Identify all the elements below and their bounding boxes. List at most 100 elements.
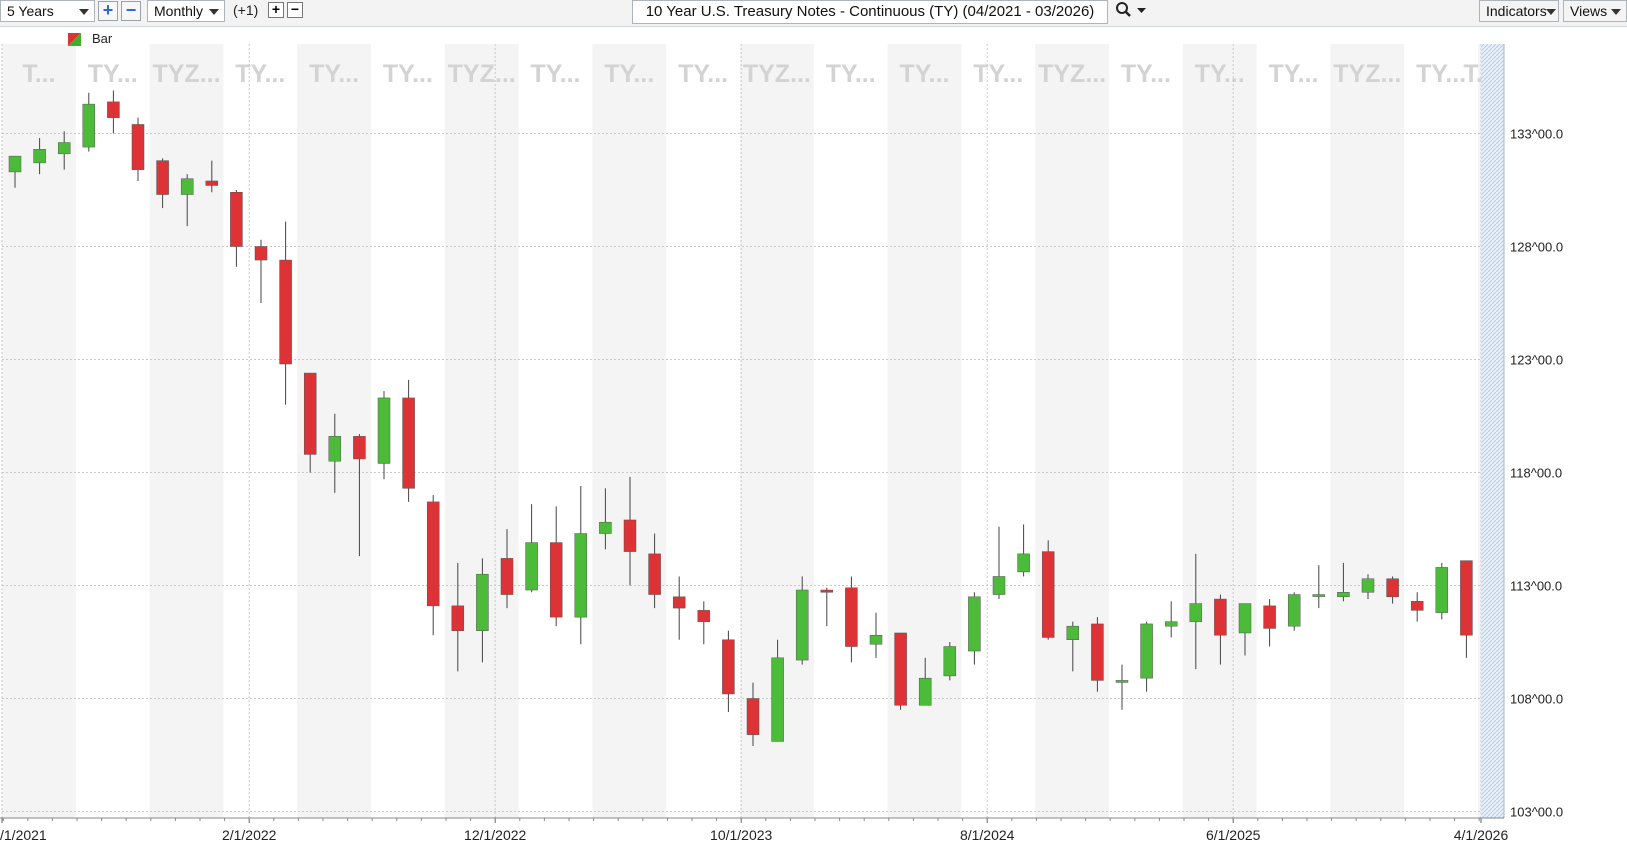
candle[interactable] bbox=[402, 379, 415, 502]
candle[interactable] bbox=[845, 576, 858, 663]
candle[interactable] bbox=[1386, 576, 1399, 604]
candle[interactable] bbox=[82, 92, 96, 152]
candle[interactable] bbox=[894, 632, 907, 710]
offset-minus-button[interactable]: − bbox=[287, 2, 303, 18]
candle[interactable] bbox=[574, 486, 588, 645]
candle[interactable] bbox=[451, 562, 465, 672]
candle[interactable] bbox=[500, 529, 514, 609]
candle-body-down bbox=[156, 160, 169, 195]
chevron-down-icon bbox=[1546, 9, 1556, 15]
magnifier-icon bbox=[1116, 2, 1146, 17]
chevron-down-icon bbox=[209, 9, 219, 15]
candle-body-up bbox=[918, 677, 932, 706]
candle[interactable] bbox=[1091, 617, 1104, 692]
bar-style-swatch-icon bbox=[68, 33, 81, 46]
candle[interactable] bbox=[131, 117, 145, 181]
interval-select[interactable]: Monthly bbox=[147, 0, 225, 22]
candle[interactable] bbox=[722, 630, 735, 713]
candle[interactable] bbox=[1263, 599, 1276, 647]
candle[interactable] bbox=[1238, 603, 1252, 656]
candle[interactable] bbox=[1337, 562, 1350, 602]
zoom-in-button[interactable]: + bbox=[98, 1, 118, 21]
contract-watermark: TY... bbox=[1121, 60, 1171, 88]
candle[interactable] bbox=[1287, 592, 1301, 631]
candle[interactable] bbox=[254, 239, 268, 303]
candle[interactable] bbox=[1017, 524, 1030, 577]
candle[interactable] bbox=[918, 657, 932, 706]
candle[interactable] bbox=[205, 160, 219, 193]
offset-plus-button[interactable]: + bbox=[268, 2, 284, 18]
candle[interactable] bbox=[992, 526, 1006, 600]
candle[interactable] bbox=[1460, 560, 1473, 658]
candle[interactable] bbox=[771, 639, 784, 742]
candle-body-up bbox=[476, 573, 489, 631]
range-select[interactable]: 5 Years bbox=[0, 0, 95, 22]
candle[interactable] bbox=[672, 576, 686, 640]
candle[interactable] bbox=[1041, 540, 1055, 640]
candle-body-down bbox=[623, 519, 637, 552]
period-band bbox=[1330, 44, 1405, 818]
candle[interactable] bbox=[353, 434, 366, 557]
zoom-out-button[interactable]: − bbox=[121, 1, 141, 21]
candle[interactable] bbox=[1066, 621, 1080, 672]
candle[interactable] bbox=[746, 682, 760, 746]
chart-toolbar: 5 Years + − Monthly (+1) + − 10 Year U.S… bbox=[0, 0, 1627, 27]
candle[interactable] bbox=[180, 174, 194, 227]
candles bbox=[8, 90, 1473, 746]
candle[interactable] bbox=[1189, 553, 1203, 670]
candle[interactable] bbox=[525, 504, 538, 593]
legend-label: Bar bbox=[92, 31, 113, 46]
candle[interactable] bbox=[968, 592, 981, 665]
candle[interactable] bbox=[1140, 621, 1153, 692]
candle-body-down bbox=[894, 632, 907, 706]
candle-body-down bbox=[230, 192, 243, 247]
candle[interactable] bbox=[303, 372, 317, 473]
candle-body-down bbox=[279, 259, 292, 365]
candle[interactable] bbox=[599, 488, 612, 550]
candle[interactable] bbox=[869, 612, 883, 658]
candle[interactable] bbox=[1435, 562, 1449, 620]
candle[interactable] bbox=[1312, 565, 1326, 609]
candle-body-down bbox=[402, 397, 415, 489]
symbol-title-input[interactable]: 10 Year U.S. Treasury Notes - Continuous… bbox=[632, 0, 1108, 24]
candle[interactable] bbox=[623, 477, 637, 586]
candle[interactable] bbox=[328, 413, 342, 493]
candle[interactable] bbox=[1361, 574, 1375, 600]
contract-watermark: TY... bbox=[88, 60, 138, 88]
candle[interactable] bbox=[230, 190, 243, 267]
candle[interactable] bbox=[820, 587, 834, 627]
candle[interactable] bbox=[1214, 594, 1227, 665]
period-bands bbox=[2, 44, 1504, 818]
candle-body-up bbox=[57, 142, 71, 155]
candle[interactable] bbox=[279, 221, 292, 405]
candle[interactable] bbox=[33, 138, 46, 175]
minus-icon: − bbox=[125, 0, 137, 20]
candle-body-down bbox=[426, 501, 440, 607]
chevron-down-icon bbox=[1611, 9, 1621, 15]
candle[interactable] bbox=[648, 533, 661, 609]
candle[interactable] bbox=[8, 155, 22, 188]
candle[interactable] bbox=[426, 495, 440, 636]
candle-body-up bbox=[1066, 625, 1080, 640]
candle[interactable] bbox=[377, 391, 391, 480]
candle[interactable] bbox=[57, 131, 71, 170]
contract-watermark: TY... bbox=[1416, 60, 1466, 88]
candle[interactable] bbox=[549, 506, 563, 627]
candle-body-up bbox=[180, 178, 194, 195]
candle[interactable] bbox=[476, 558, 489, 663]
y-tick-label: 118^00.0 bbox=[1510, 466, 1562, 481]
candle[interactable] bbox=[1410, 592, 1424, 622]
x-tick-label: /1/2021 bbox=[0, 827, 47, 843]
contract-watermark: TY... bbox=[604, 60, 654, 88]
candle[interactable] bbox=[156, 158, 169, 209]
candle[interactable] bbox=[107, 90, 120, 134]
plus-icon: + bbox=[271, 1, 281, 17]
candle[interactable] bbox=[697, 601, 711, 645]
candle[interactable] bbox=[1164, 601, 1178, 638]
candle[interactable] bbox=[943, 642, 957, 681]
indicators-menu[interactable]: Indicators bbox=[1479, 0, 1559, 22]
search-button[interactable] bbox=[1113, 0, 1149, 22]
candle[interactable] bbox=[1115, 664, 1129, 710]
candle[interactable] bbox=[795, 576, 809, 665]
